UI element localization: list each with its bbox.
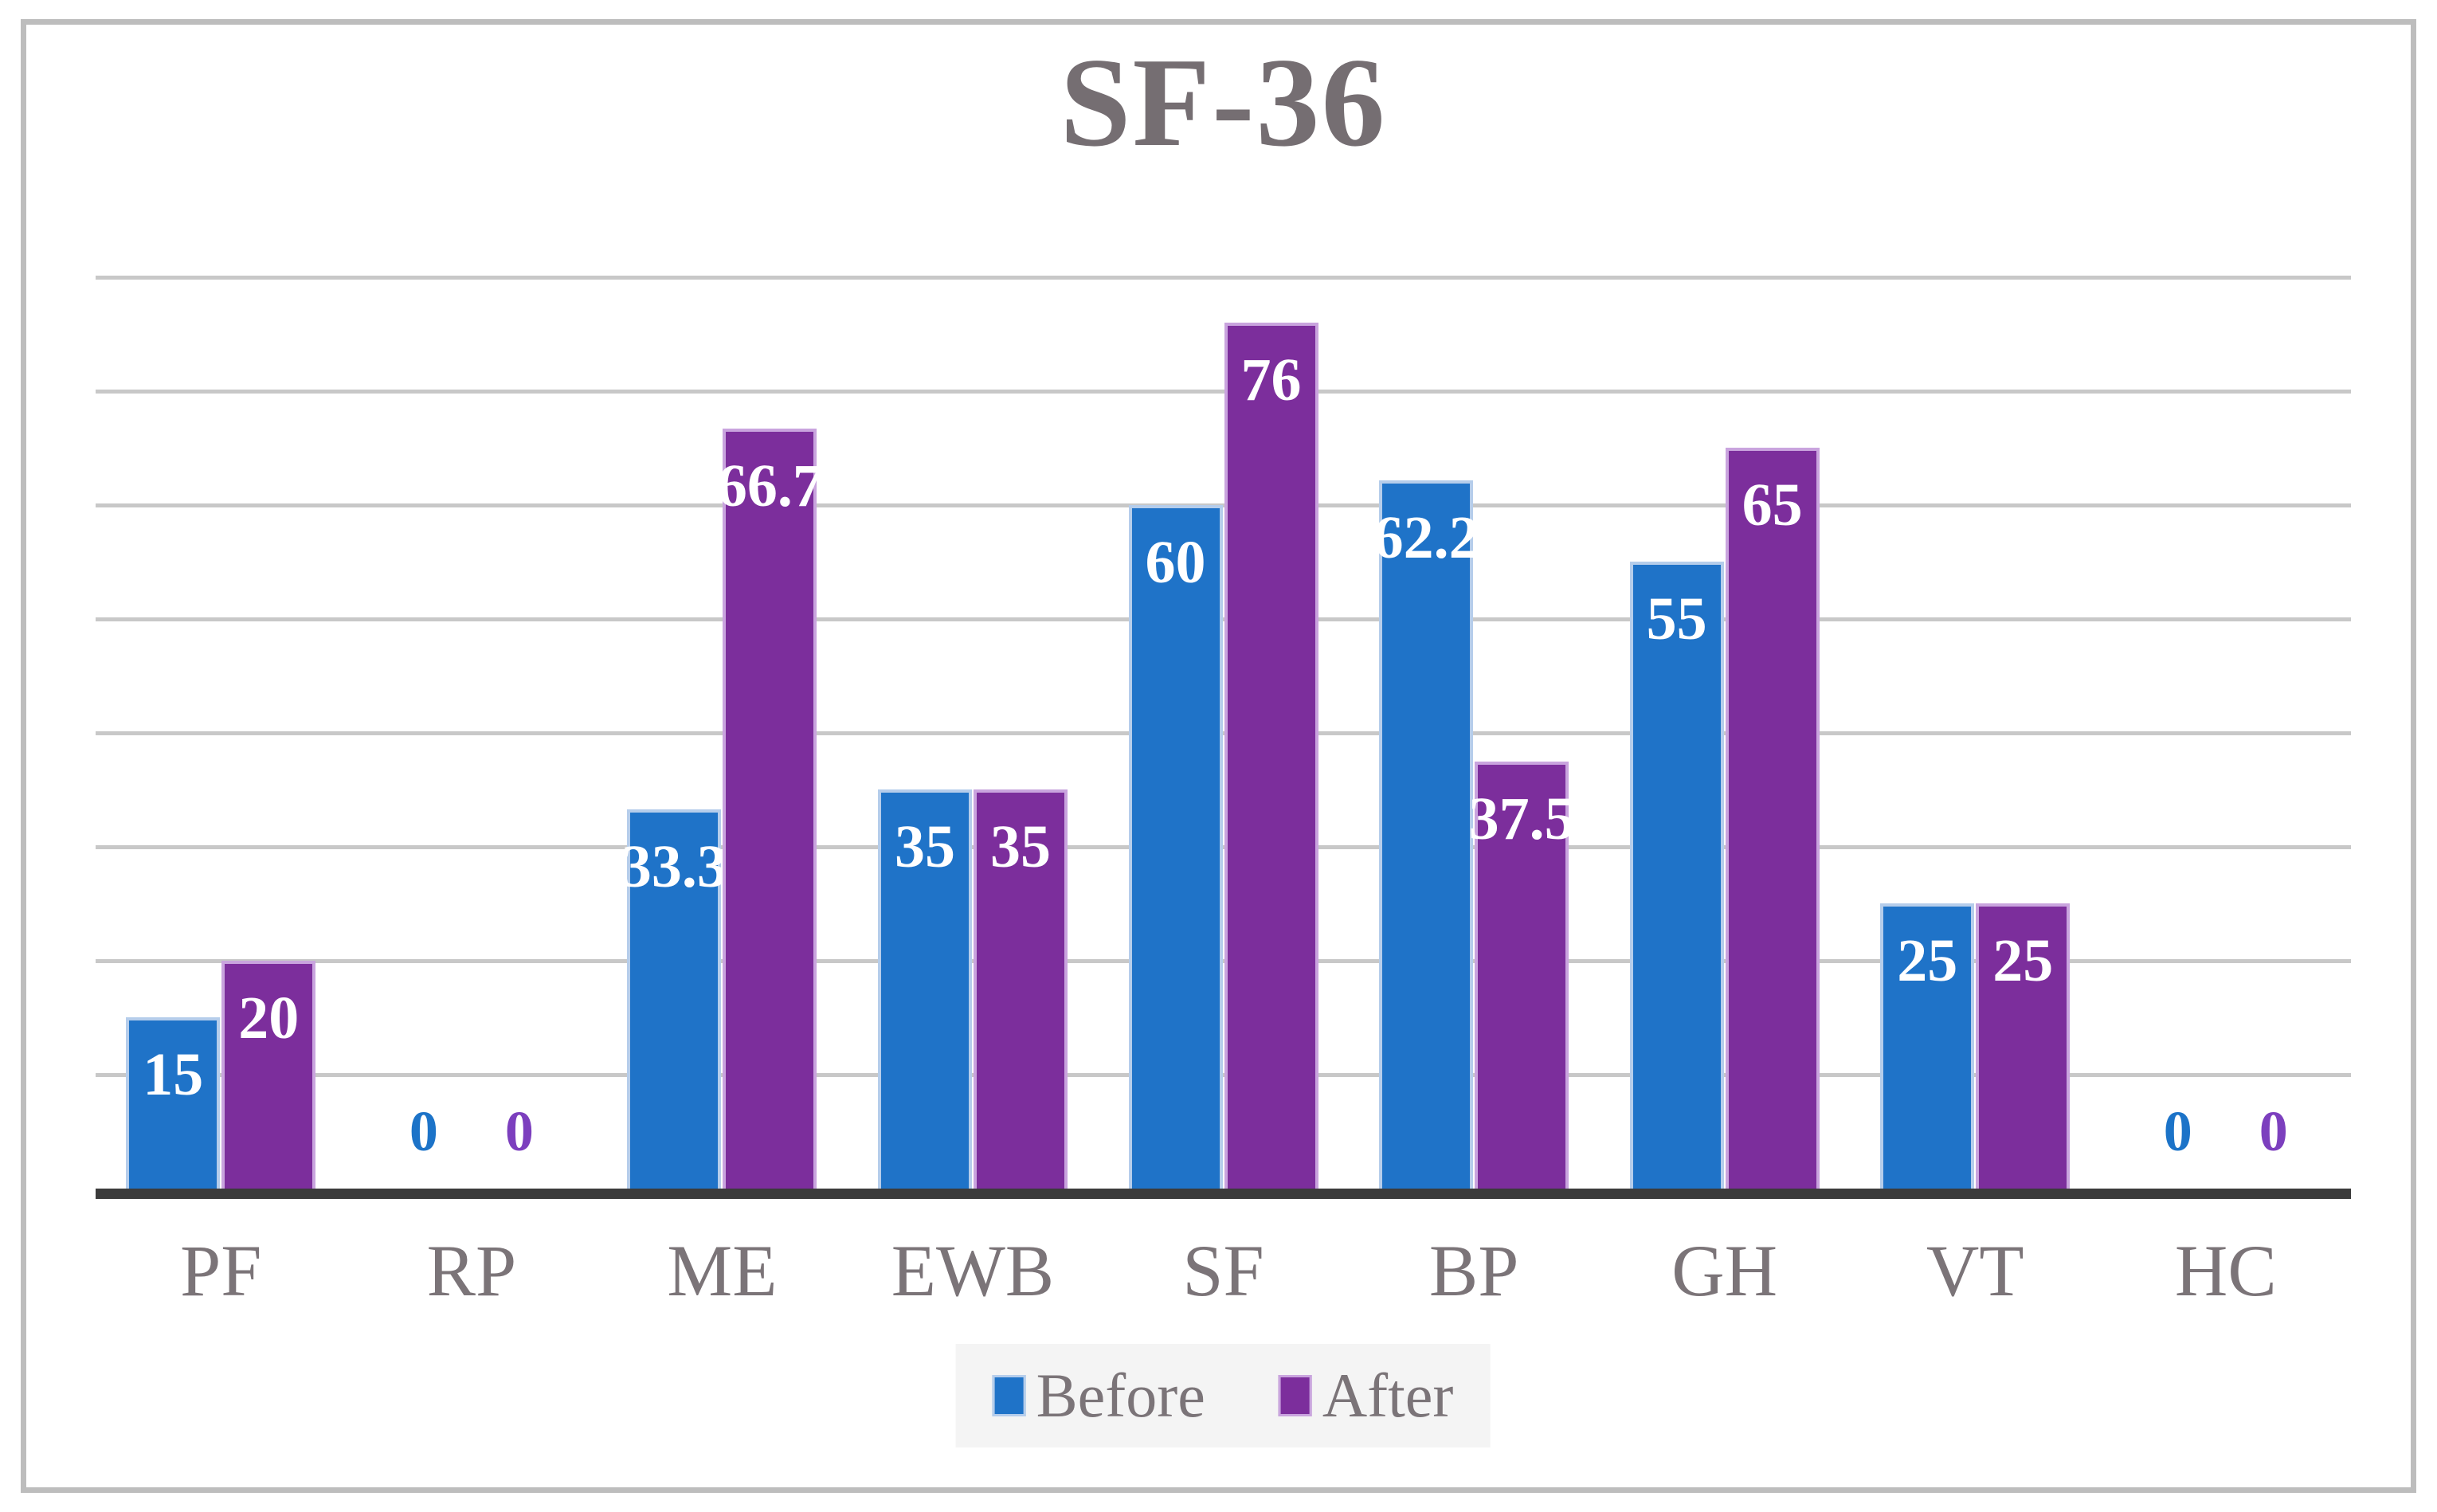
x-axis-label-rp: RP: [426, 1230, 517, 1311]
after-value-label-sf: 76: [1240, 347, 1302, 413]
legend-item-after: After: [1278, 1361, 1454, 1430]
category-group-gh: 55 65: [1599, 277, 1850, 1189]
category-group-pf: 15 20: [96, 277, 347, 1189]
category-group-me: 33.3 66.7: [597, 277, 848, 1189]
after-value-label-pf: 20: [238, 985, 300, 1052]
category-group-sf: 60 76: [1098, 277, 1349, 1189]
x-axis-label-ewb: EWB: [891, 1230, 1055, 1311]
x-axis-labels: PF RP ME EWB SF BP GH VT HC: [96, 1230, 2351, 1311]
x-axis-label-gh: GH: [1671, 1230, 1778, 1311]
x-axis-label-sf: SF: [1182, 1230, 1264, 1311]
gridline-10: [96, 1073, 2351, 1077]
before-bar-ewb: 35: [877, 789, 972, 1189]
after-value-label-gh: 65: [1742, 472, 1803, 539]
after-bar-ewb: 35: [973, 789, 1068, 1189]
after-bar-bp: 37.5: [1469, 762, 1575, 1189]
legend-label-after: After: [1322, 1361, 1454, 1430]
x-axis-label-bp: BP: [1428, 1230, 1519, 1311]
category-group-ewb: 35 35: [848, 277, 1099, 1189]
before-bar-sf: 60: [1128, 505, 1223, 1189]
before-bar-gh: 55: [1629, 562, 1724, 1189]
after-bar-gh: 65: [1725, 448, 1820, 1189]
after-bar-pf: 20: [221, 961, 316, 1189]
x-axis-label-vt: VT: [1926, 1230, 2024, 1311]
after-bar-vt: 25: [1976, 903, 2071, 1189]
after-bar-me: 66.7: [717, 429, 823, 1189]
legend-label-before: Before: [1036, 1361, 1205, 1430]
before-swatch-icon: [992, 1375, 1026, 1416]
before-value-label-bp: 62.2: [1373, 504, 1479, 571]
after-value-label-me: 66.7: [716, 452, 823, 519]
after-bar-sf: 76: [1224, 323, 1318, 1189]
after-value-label-vt: 25: [1992, 927, 2054, 994]
legend: Before After: [955, 1344, 1491, 1447]
after-value-label-rp: 0: [504, 1099, 534, 1163]
before-bar-me: 33.3: [621, 809, 727, 1189]
chart-title: SF-36: [1060, 31, 1387, 173]
before-bar-vt: 25: [1880, 903, 1975, 1189]
after-swatch-icon: [1278, 1375, 1312, 1416]
before-bar-bp: 62.2: [1373, 480, 1479, 1189]
x-axis-label-hc: HC: [2174, 1230, 2277, 1311]
gridline-40: [96, 731, 2351, 735]
x-axis-label-pf: PF: [180, 1230, 262, 1311]
x-axis-line: [96, 1189, 2351, 1199]
before-value-label-hc: 0: [2163, 1099, 2192, 1163]
gridline-20: [96, 959, 2351, 963]
gridline-30: [96, 845, 2351, 849]
before-bar-pf: 15: [126, 1017, 221, 1189]
before-value-label-pf: 15: [143, 1041, 204, 1108]
before-value-label-vt: 25: [1897, 927, 1958, 994]
plot-area: 15 20 0 0 33.3 66.7 35 35 60 76 62.2 37.5 55 65 25 25 0 0: [96, 277, 2351, 1189]
after-value-label-ewb: 35: [989, 813, 1051, 880]
gridline-60: [96, 503, 2351, 507]
before-value-label-gh: 55: [1646, 586, 1707, 652]
category-group-vt: 25 25: [1850, 277, 2101, 1189]
before-value-label-ewb: 35: [894, 813, 955, 880]
before-value-label-rp: 0: [409, 1099, 438, 1163]
gridline-80: [96, 276, 2351, 280]
legend-item-before: Before: [992, 1361, 1205, 1430]
before-value-label-me: 33.3: [621, 833, 727, 900]
after-value-label-hc: 0: [2259, 1099, 2288, 1163]
before-value-label-sf: 60: [1145, 529, 1206, 596]
category-group-bp: 62.2 37.5: [1349, 277, 1600, 1189]
gridline-70: [96, 390, 2351, 394]
gridline-50: [96, 617, 2351, 621]
after-value-label-bp: 37.5: [1468, 785, 1575, 852]
x-axis-label-me: ME: [667, 1230, 778, 1311]
